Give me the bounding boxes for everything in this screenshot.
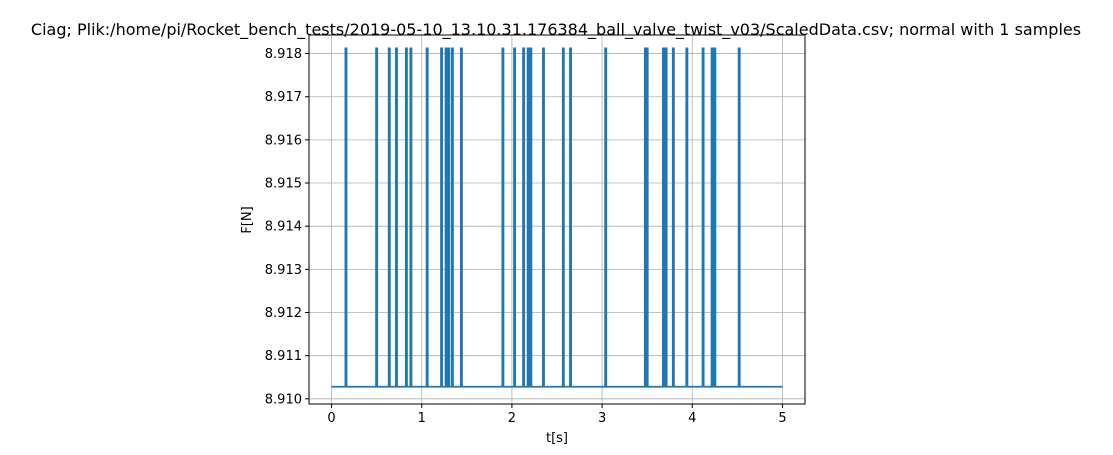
plot-frame — [308, 34, 806, 405]
y-tick-label: 8.913 — [265, 263, 302, 278]
x-tick-label: 5 — [778, 411, 786, 426]
y-tick-label: 8.910 — [265, 392, 302, 407]
chart-title: Ciag; Plik:/home/pi/Rocket_bench_tests/2… — [31, 20, 1081, 40]
y-axis-label: F[N] — [240, 206, 255, 233]
x-tick-label: 0 — [327, 411, 335, 426]
x-tick-label: 2 — [508, 411, 516, 426]
y-tick-label: 8.911 — [265, 349, 302, 364]
x-tick-label: 1 — [418, 411, 426, 426]
grid — [309, 35, 805, 404]
y-tick-label: 8.912 — [265, 306, 302, 321]
y-ticks: 8.910 8.911 8.912 8.913 8.914 8.915 8.916 8.917… — [265, 47, 309, 407]
x-ticks: 0 1 2 3 4 5 — [327, 404, 787, 426]
x-axis-label: t[s] — [546, 431, 568, 446]
series-layer — [331, 47, 783, 388]
y-tick-label: 8.918 — [265, 47, 302, 62]
x-tick-label: 3 — [598, 411, 606, 426]
y-tick-label: 8.914 — [265, 220, 302, 235]
series-line — [331, 47, 783, 388]
y-tick-label: 8.915 — [265, 177, 302, 192]
y-tick-label: 8.917 — [265, 90, 302, 105]
y-tick-label: 8.916 — [265, 133, 302, 148]
x-tick-label: 4 — [688, 411, 696, 426]
